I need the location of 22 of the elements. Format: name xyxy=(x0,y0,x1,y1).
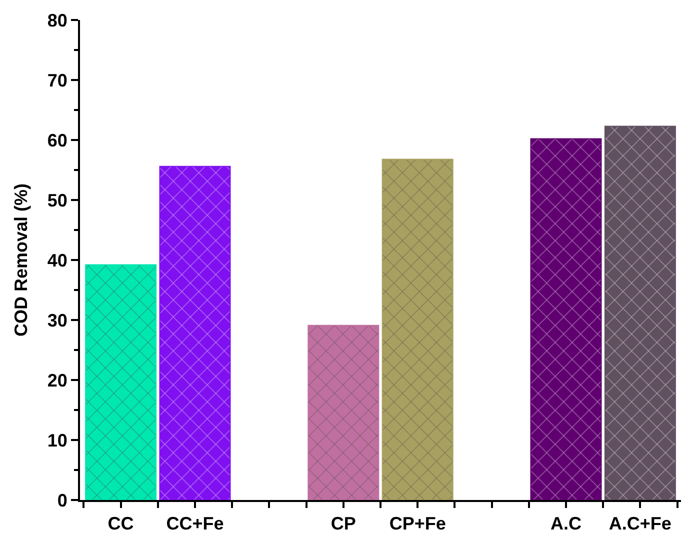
y-tick-label: 80 xyxy=(47,10,68,30)
x-tick-label: CC+Fe xyxy=(166,514,224,534)
y-tick-label: 60 xyxy=(47,130,68,150)
y-axis-title: COD Removal (%) xyxy=(11,183,32,337)
bar xyxy=(530,138,602,500)
x-tick-label: A.C+Fe xyxy=(608,514,672,534)
y-tick-label: 10 xyxy=(47,430,68,450)
x-tick-label: A.C xyxy=(550,514,582,534)
y-tick-label: 40 xyxy=(47,250,68,270)
y-tick-label: 70 xyxy=(47,70,68,90)
x-tick-label: CP xyxy=(330,514,356,534)
y-tick-label: 30 xyxy=(47,310,68,330)
bar xyxy=(308,324,380,500)
bar xyxy=(85,264,157,500)
bar xyxy=(604,126,676,500)
y-tick-label: 20 xyxy=(47,370,68,390)
bar xyxy=(382,158,454,500)
x-tick-label: CP+Fe xyxy=(389,514,446,534)
y-tick-label: 50 xyxy=(47,190,68,210)
y-tick-label: 0 xyxy=(57,490,68,510)
x-tick-label: CC xyxy=(108,514,134,534)
bar xyxy=(159,166,231,500)
